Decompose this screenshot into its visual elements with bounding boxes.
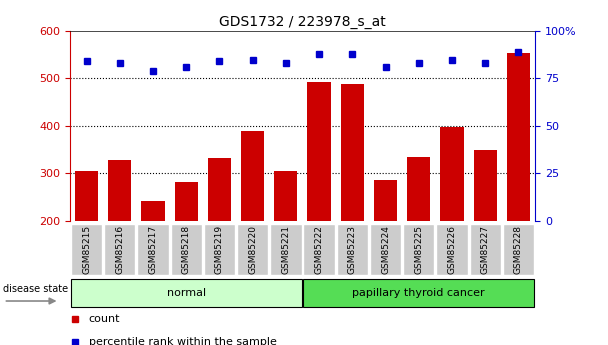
Bar: [204, 224, 235, 275]
Bar: [71, 279, 302, 307]
Text: papillary thyroid cancer: papillary thyroid cancer: [353, 288, 485, 298]
Bar: [170, 224, 202, 275]
Bar: [469, 224, 501, 275]
Bar: [141, 201, 165, 221]
Bar: [303, 224, 335, 275]
Bar: [137, 224, 168, 275]
Bar: [303, 279, 534, 307]
Bar: [403, 224, 435, 275]
Text: GSM85219: GSM85219: [215, 225, 224, 274]
Bar: [337, 224, 368, 275]
Bar: [71, 224, 102, 275]
Bar: [274, 171, 297, 221]
Bar: [407, 157, 430, 221]
Bar: [270, 224, 302, 275]
Text: GSM85224: GSM85224: [381, 225, 390, 274]
Text: percentile rank within the sample: percentile rank within the sample: [89, 337, 277, 345]
Bar: [503, 224, 534, 275]
Bar: [237, 224, 268, 275]
Bar: [174, 182, 198, 221]
Text: GSM85225: GSM85225: [414, 225, 423, 274]
Bar: [340, 84, 364, 221]
Bar: [308, 82, 331, 221]
Text: count: count: [89, 314, 120, 324]
Bar: [440, 127, 464, 221]
Text: GSM85226: GSM85226: [447, 225, 457, 274]
Bar: [208, 158, 231, 221]
Text: GSM85216: GSM85216: [116, 225, 124, 274]
Text: GSM85221: GSM85221: [282, 225, 291, 274]
Text: GSM85222: GSM85222: [314, 225, 323, 274]
Text: GSM85220: GSM85220: [248, 225, 257, 274]
Text: disease state: disease state: [4, 284, 69, 294]
Text: GSM85217: GSM85217: [148, 225, 157, 274]
Bar: [370, 224, 401, 275]
Bar: [474, 150, 497, 221]
Text: GSM85227: GSM85227: [481, 225, 489, 274]
Bar: [75, 171, 98, 221]
Bar: [108, 160, 131, 221]
Title: GDS1732 / 223978_s_at: GDS1732 / 223978_s_at: [219, 14, 386, 29]
Bar: [437, 224, 468, 275]
Text: normal: normal: [167, 288, 206, 298]
Bar: [241, 131, 264, 221]
Text: GSM85218: GSM85218: [182, 225, 191, 274]
Bar: [104, 224, 136, 275]
Text: GSM85215: GSM85215: [82, 225, 91, 274]
Text: GSM85223: GSM85223: [348, 225, 357, 274]
Bar: [374, 179, 397, 221]
Text: GSM85228: GSM85228: [514, 225, 523, 274]
Bar: [507, 53, 530, 221]
